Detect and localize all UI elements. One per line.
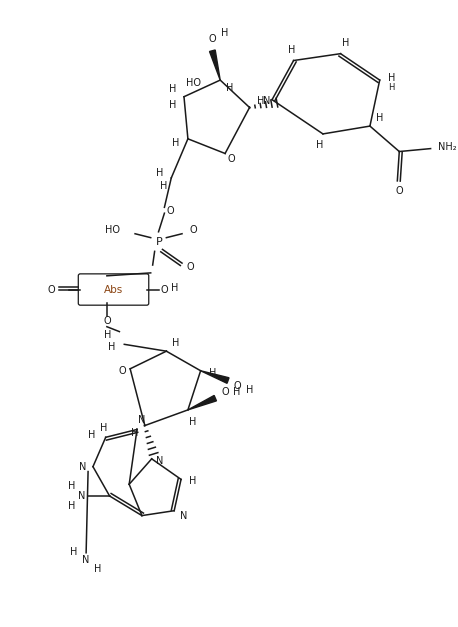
Text: H: H (131, 428, 139, 438)
Polygon shape (209, 50, 220, 80)
Text: H: H (169, 100, 176, 110)
Text: O: O (119, 366, 126, 376)
Text: H: H (388, 73, 395, 83)
Text: H: H (100, 423, 108, 433)
Text: H: H (68, 501, 75, 511)
Text: H: H (376, 113, 383, 124)
Text: N: N (180, 510, 188, 520)
Text: H: H (233, 387, 240, 398)
Text: H: H (169, 84, 176, 94)
Text: Abs: Abs (104, 285, 123, 295)
Text: H: H (246, 386, 253, 396)
Text: H: H (342, 38, 349, 48)
FancyBboxPatch shape (78, 274, 149, 305)
Text: N: N (82, 555, 90, 565)
Text: H: H (173, 339, 180, 349)
Text: O: O (208, 34, 216, 44)
Text: O: O (161, 285, 168, 295)
Text: HO: HO (105, 225, 120, 235)
Text: N: N (262, 96, 270, 105)
Text: H: H (173, 138, 180, 148)
Text: H: H (88, 430, 96, 440)
Text: O: O (234, 381, 242, 391)
Text: H: H (209, 367, 216, 377)
Text: O: O (186, 262, 194, 272)
Text: H: H (388, 83, 395, 92)
Polygon shape (188, 396, 217, 410)
Text: N: N (138, 414, 146, 424)
Text: H: H (189, 477, 196, 487)
Text: HO: HO (185, 78, 201, 88)
Text: H: H (94, 564, 102, 574)
Text: H: H (68, 482, 75, 491)
Text: O: O (227, 154, 235, 164)
Text: H: H (288, 45, 295, 55)
Text: H: H (170, 283, 178, 293)
Text: H: H (104, 330, 111, 340)
Text: P: P (156, 236, 163, 246)
Text: O: O (47, 285, 55, 295)
Text: H: H (108, 342, 115, 352)
Text: NH₂: NH₂ (438, 142, 457, 152)
Text: H: H (156, 168, 163, 178)
Text: H: H (316, 140, 324, 150)
Text: H: H (226, 83, 234, 93)
Text: H: H (189, 416, 196, 426)
Text: H: H (160, 181, 167, 191)
Text: O: O (221, 387, 229, 398)
Text: N: N (77, 491, 85, 501)
Text: H: H (256, 96, 264, 105)
Text: H: H (70, 547, 77, 557)
Text: O: O (166, 206, 174, 216)
Text: H: H (221, 28, 229, 38)
Text: O: O (103, 316, 111, 326)
Text: N: N (156, 456, 163, 466)
Text: O: O (395, 186, 403, 196)
Text: O: O (190, 225, 197, 235)
Polygon shape (201, 371, 229, 383)
Text: N: N (80, 461, 87, 472)
